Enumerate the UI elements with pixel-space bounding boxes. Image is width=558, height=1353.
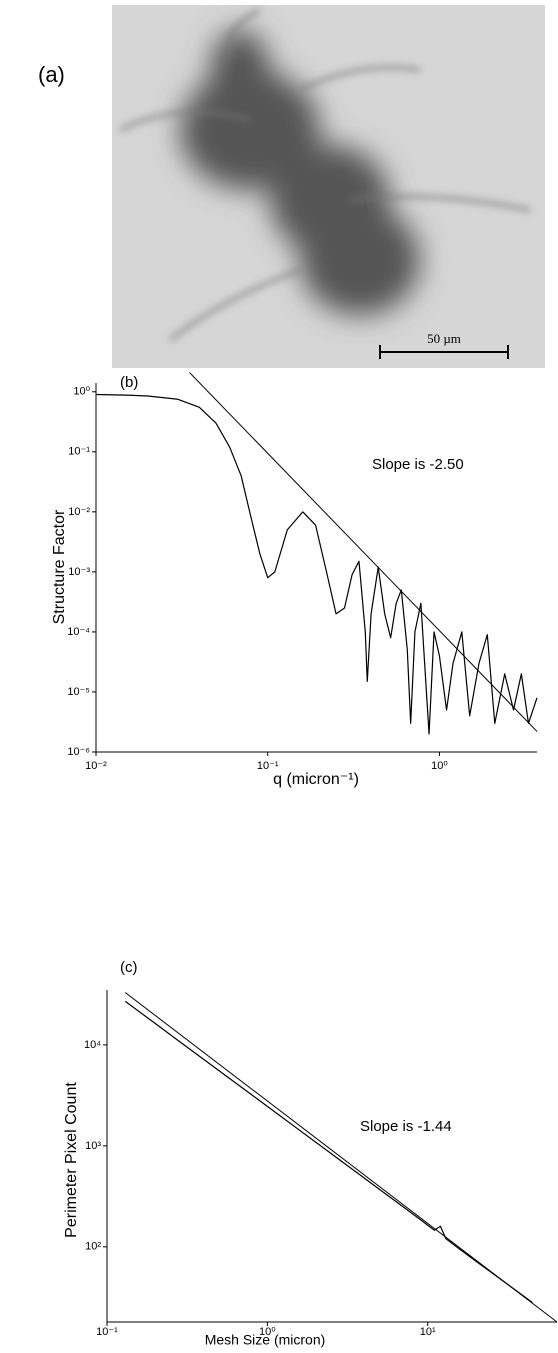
line-series bbox=[124, 1000, 533, 1304]
y-tick-label: 10² bbox=[85, 1241, 101, 1253]
y-tick-label: 10⁴ bbox=[84, 1039, 101, 1051]
panel-label: (b) bbox=[120, 374, 138, 391]
y-tick-label: 10⁻⁵ bbox=[67, 686, 90, 698]
panel-label: (c) bbox=[120, 959, 138, 976]
line-series bbox=[189, 372, 538, 732]
line-series bbox=[124, 992, 558, 1323]
x-tick-label: 10⁻¹ bbox=[257, 760, 279, 772]
annotation: Slope is -1.44 bbox=[360, 1118, 452, 1135]
y-tick-label: 10⁻³ bbox=[68, 566, 90, 578]
line-series bbox=[95, 393, 538, 735]
y-tick-label: 10⁰ bbox=[73, 386, 90, 398]
y-axis-label: Perimeter Pixel Count bbox=[63, 1082, 80, 1238]
y-tick-label: 10⁻¹ bbox=[68, 446, 90, 458]
scale-bar-label: 50 µm bbox=[427, 331, 461, 346]
y-tick-label: 10³ bbox=[85, 1140, 101, 1152]
x-tick-label: 10⁻² bbox=[85, 760, 107, 772]
x-tick-label: 10⁰ bbox=[259, 1326, 276, 1338]
annotation: Slope is -2.50 bbox=[372, 456, 464, 473]
x-tick-label: 10⁰ bbox=[431, 760, 448, 772]
panel-label: (a) bbox=[38, 62, 65, 87]
y-tick-label: 10⁻² bbox=[68, 506, 90, 518]
x-tick-label: 10⁻¹ bbox=[96, 1326, 118, 1338]
y-tick-label: 10⁻⁶ bbox=[67, 746, 90, 758]
x-axis-label: q (micron⁻¹) bbox=[273, 771, 359, 788]
y-tick-label: 10⁻⁴ bbox=[67, 626, 90, 638]
y-axis-label: Structure Factor bbox=[51, 509, 68, 624]
micrograph: 50 µm bbox=[112, 5, 545, 368]
x-axis-label: Mesh Size (micron) bbox=[205, 1332, 326, 1348]
x-tick-label: 10¹ bbox=[420, 1326, 436, 1338]
